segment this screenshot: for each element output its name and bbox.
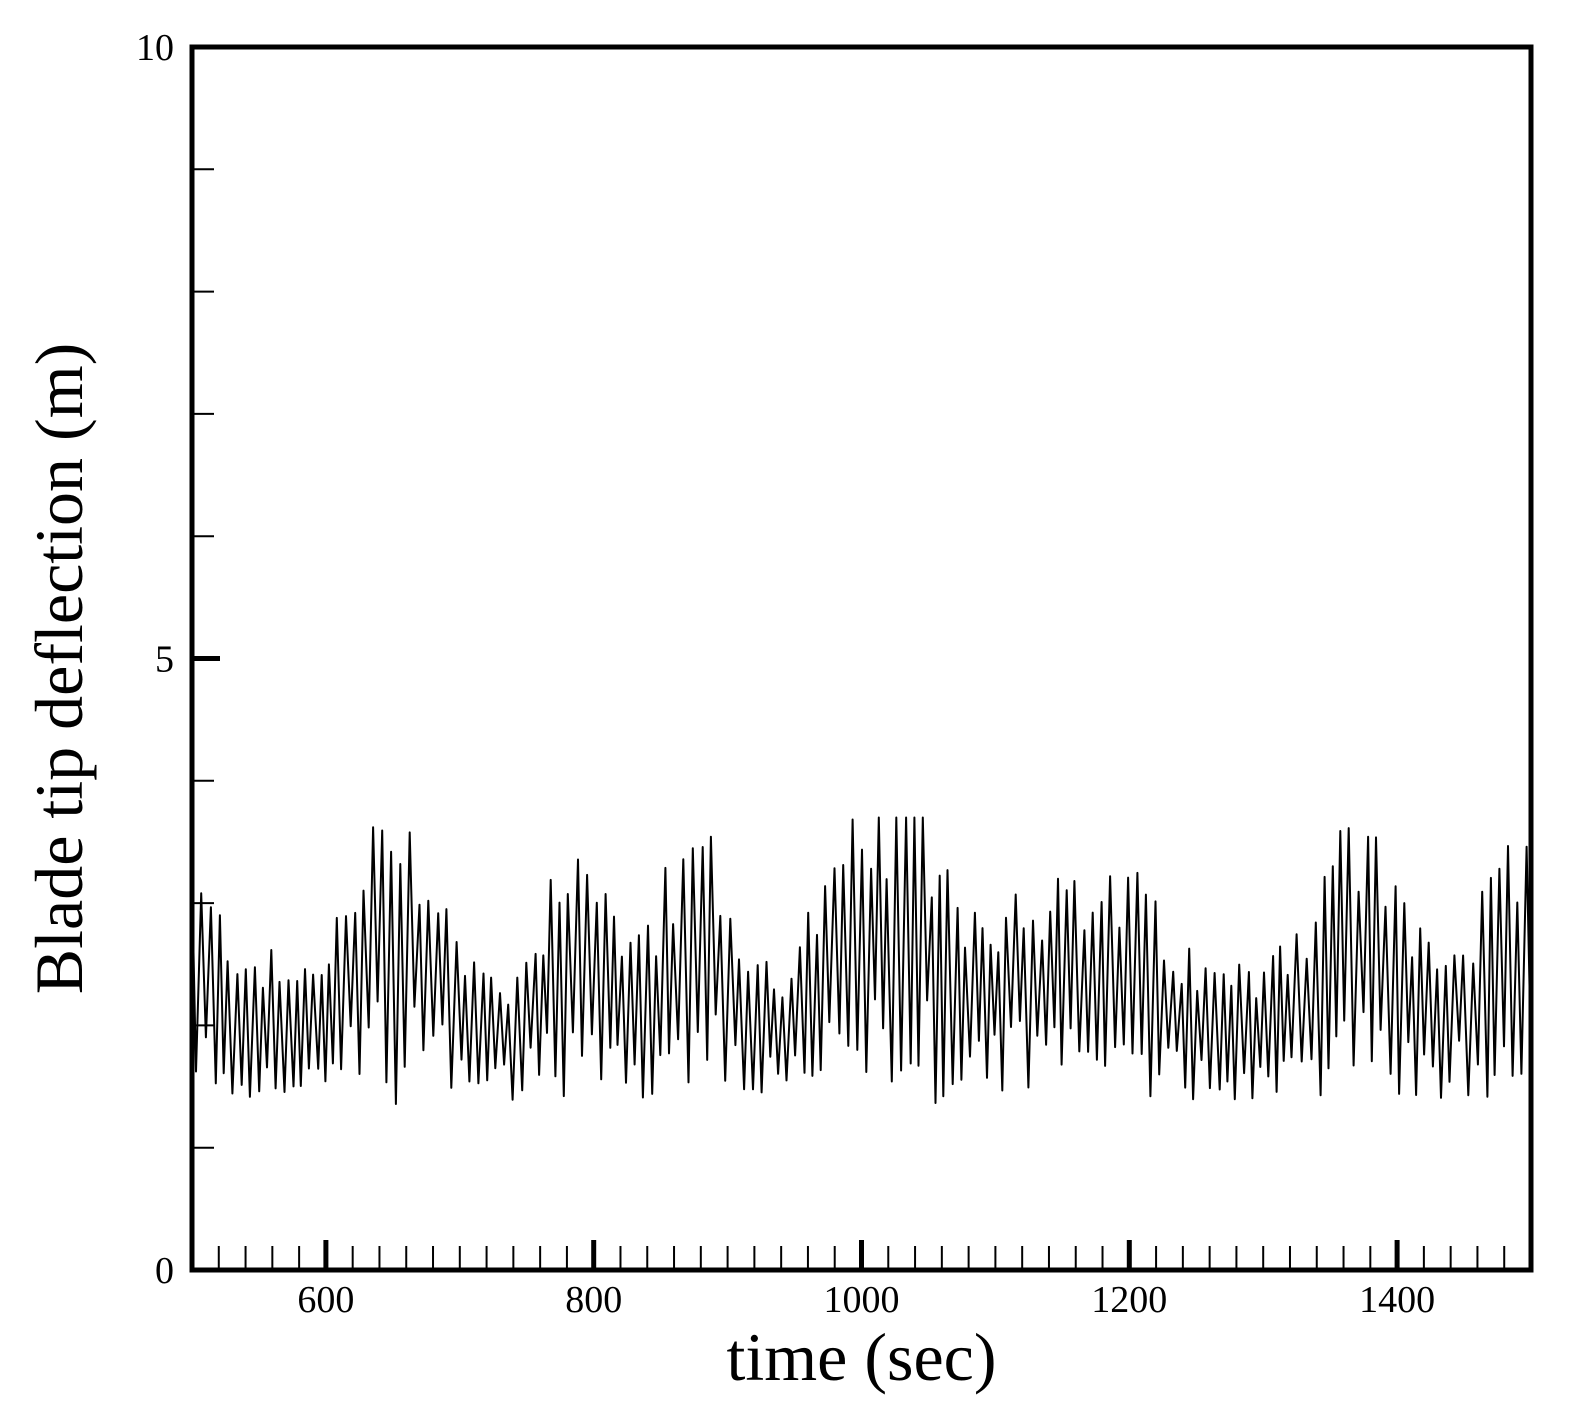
series-line (191, 816, 1532, 1105)
x-tick-label: 1400 (1359, 1279, 1435, 1321)
x-tick-label: 1000 (824, 1279, 900, 1321)
y-tick-label: 0 (155, 1250, 174, 1292)
tick-labels: 600 800 1000 1200 1400 0 5 10 (136, 27, 1435, 1321)
x-tick-label: 1200 (1091, 1279, 1167, 1321)
x-axis-title: time (sec) (727, 1319, 997, 1395)
axis-ticks (191, 44, 1532, 1273)
x-tick-label: 600 (297, 1279, 354, 1321)
y-tick-label: 10 (136, 27, 174, 69)
y-axis-title: Blade tip deflection (m) (21, 343, 97, 994)
x-tick-label: 800 (565, 1279, 622, 1321)
plot-frame (189, 44, 1534, 1273)
y-tick-label: 5 (155, 639, 174, 681)
